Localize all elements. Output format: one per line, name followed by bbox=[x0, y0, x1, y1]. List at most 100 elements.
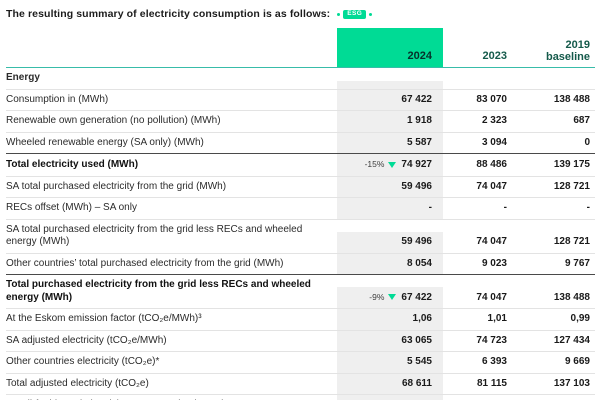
value-2023: 1,01 bbox=[487, 313, 507, 324]
cell-2024 bbox=[337, 80, 443, 89]
cell-2024: 59 496 bbox=[337, 232, 443, 253]
cell-2023: 3 009 bbox=[443, 395, 515, 400]
value-2019: 127 434 bbox=[553, 334, 590, 346]
table-row: Total purchased electricity from the gri… bbox=[6, 274, 595, 308]
row-label: Other countries’ total purchased electri… bbox=[6, 257, 284, 269]
table-row: At the Eskom emission factor (tCO₂e/MWh)… bbox=[6, 308, 595, 330]
value-2024: 59 496 bbox=[401, 236, 432, 247]
row-label: Fossil-fuel-based electricity –consumpti… bbox=[6, 395, 337, 400]
value-2019: 128 721 bbox=[553, 180, 590, 192]
header-2019-line1: 2019 bbox=[565, 39, 590, 51]
value-2019: 128 721 bbox=[553, 236, 590, 247]
cell-2023: 2 323 bbox=[443, 111, 515, 132]
header-label-spacer bbox=[6, 28, 337, 67]
cell-2024: 1,06 bbox=[337, 309, 443, 330]
cell-2019: 9 669 bbox=[515, 352, 595, 373]
cell-2019: 127 434 bbox=[515, 331, 595, 352]
value-2023: 6 393 bbox=[481, 356, 507, 367]
cell-2023: 83 070 bbox=[443, 90, 515, 111]
value-2019: - bbox=[586, 202, 590, 213]
table-row: RECs offset (MWh) – SA only - - - bbox=[6, 197, 595, 219]
value-2024: 1,06 bbox=[412, 313, 432, 324]
value-2024: 63 065 bbox=[401, 334, 432, 346]
cell-2023: 6 393 bbox=[443, 352, 515, 373]
value-2023: 74 723 bbox=[476, 334, 507, 346]
value-2023: 74 047 bbox=[476, 236, 507, 247]
section-title: The resulting summary of electricity con… bbox=[6, 8, 331, 20]
value-2023: 74 047 bbox=[476, 180, 507, 192]
value-2019: 0 bbox=[584, 136, 590, 148]
cell-2019: 139 175 bbox=[515, 155, 595, 176]
cell-2019: 128 721 bbox=[515, 232, 595, 253]
value-2024: 5 545 bbox=[406, 356, 432, 367]
value-2023: 88 486 bbox=[476, 159, 507, 170]
esg-left-dot-icon bbox=[337, 12, 341, 16]
table-row: SA total purchased electricity from the … bbox=[6, 175, 595, 198]
cell-2023: 88 486 bbox=[443, 155, 515, 176]
cell-2023: - bbox=[443, 198, 515, 219]
cell-2019: 0,99 bbox=[515, 309, 595, 330]
value-2019: 139 175 bbox=[553, 159, 590, 170]
value-2023: 9 023 bbox=[481, 257, 507, 269]
row-label: Renewable own generation (no pollution) … bbox=[6, 115, 221, 126]
cell-2019: 4 477 bbox=[515, 395, 595, 400]
cell-2023: 74 047 bbox=[443, 288, 515, 309]
cell-2019: 138 488 bbox=[515, 288, 595, 309]
row-label: Total electricity used (MWh) bbox=[6, 159, 139, 170]
cell-2023: 74 047 bbox=[443, 177, 515, 198]
value-2024: 1 918 bbox=[406, 115, 432, 126]
header-2019-line2: baseline bbox=[545, 51, 590, 63]
cell-2019: 687 bbox=[515, 111, 595, 132]
cell-2024: 8 054 bbox=[337, 253, 443, 274]
change-percent-label: -9% bbox=[369, 291, 385, 302]
value-2019: 137 103 bbox=[553, 377, 590, 389]
value-2023: 83 070 bbox=[476, 93, 507, 105]
decrease-triangle-icon bbox=[388, 294, 397, 300]
table-row: Wheeled renewable energy (SA only) (MWh)… bbox=[6, 131, 595, 153]
value-2024: 5 587 bbox=[406, 136, 432, 148]
value-2023: 2 323 bbox=[481, 115, 507, 126]
esg-badge: ESG bbox=[343, 9, 367, 19]
cell-2023: 1,01 bbox=[443, 309, 515, 330]
value-2023: 81 115 bbox=[476, 377, 507, 389]
cell-2024: -9% 67 422 bbox=[337, 286, 443, 308]
value-2024: - bbox=[428, 202, 432, 213]
column-header-2024: 2024 bbox=[337, 28, 443, 67]
table-row: SA adjusted electricity (tCO₂e/MWh) 63 0… bbox=[6, 329, 595, 352]
row-label: Total adjusted electricity (tCO₂e) bbox=[6, 377, 149, 389]
cell-2023: 81 115 bbox=[443, 374, 515, 395]
value-2019: 138 488 bbox=[553, 93, 590, 105]
cell-2019: - bbox=[515, 198, 595, 219]
value-2024: 8 054 bbox=[406, 257, 432, 269]
value-2023: 74 047 bbox=[476, 291, 507, 303]
row-label: RECs offset (MWh) – SA only bbox=[6, 202, 137, 213]
cell-2023: 9 023 bbox=[443, 254, 515, 275]
row-label: Other countries electricity (tCO₂e)* bbox=[6, 356, 160, 367]
row-label: At the Eskom emission factor (tCO₂e/MWh)… bbox=[6, 313, 202, 324]
table-row: Energy bbox=[6, 68, 595, 89]
table-row: Total electricity used (MWh) -15% 74 927… bbox=[6, 153, 595, 176]
cell-2019: 138 488 bbox=[515, 90, 595, 111]
row-label: Wheeled renewable energy (SA only) (MWh) bbox=[6, 136, 204, 148]
cell-2024: 2 493 bbox=[337, 395, 443, 400]
table-row: Other countries electricity (tCO₂e)* 5 5… bbox=[6, 351, 595, 373]
cell-2023: 74 723 bbox=[443, 331, 515, 352]
esg-right-dot-icon bbox=[369, 12, 373, 16]
column-header-2023: 2023 bbox=[482, 50, 507, 62]
row-label: Energy bbox=[6, 72, 40, 83]
value-2024: 59 496 bbox=[401, 180, 432, 192]
decrease-triangle-icon bbox=[388, 161, 397, 168]
cell-2019 bbox=[515, 81, 595, 89]
column-header-2019-baseline: 2019 baseline bbox=[515, 28, 595, 67]
cell-2023 bbox=[443, 81, 515, 89]
value-2019: 9 767 bbox=[564, 257, 590, 269]
cell-2024: 63 065 bbox=[337, 330, 443, 351]
cell-2024: 59 496 bbox=[337, 176, 443, 197]
value-2024: 67 422 bbox=[401, 93, 432, 105]
value-2023: 3 094 bbox=[481, 136, 507, 148]
cell-2023: 74 047 bbox=[443, 232, 515, 253]
row-label: Consumption in (MWh) bbox=[6, 93, 109, 105]
cell-2019: 128 721 bbox=[515, 177, 595, 198]
esg-tag: ESG bbox=[337, 9, 373, 19]
